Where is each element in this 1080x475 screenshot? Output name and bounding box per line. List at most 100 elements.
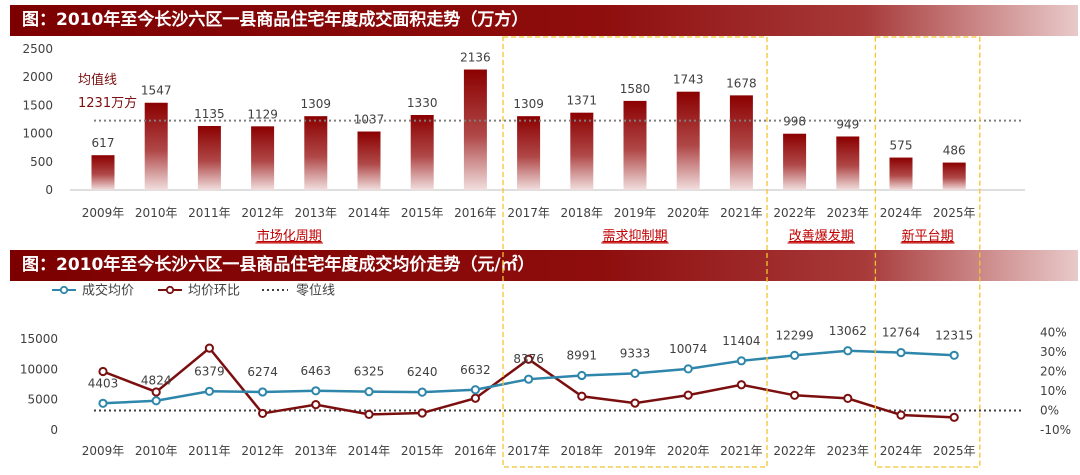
price-mom-point [98,366,108,377]
area-y-tick-label: 1000 [22,127,53,141]
area-bar-value-label: 1309 [301,97,332,111]
avg-price-point [417,387,427,397]
area-x-tick-label: 2022年 [773,206,816,220]
area-x-tick-label: 2010年 [135,206,178,220]
area-y-tick-label: 500 [30,155,53,169]
avg-price-point [98,398,108,408]
area-bar-value-label: 1580 [620,82,651,96]
area-bar [623,100,647,190]
area-bar-value-label: 575 [890,139,913,153]
area-bar-value-label: 617 [92,136,115,150]
price-x-tick-label: 2025年 [933,444,976,458]
area-bar-value-label: 1678 [726,76,757,90]
price-right-y-tick-label: 20% [1040,365,1067,379]
avg-price-value-label: 6632 [460,363,491,377]
price-x-tick-label: 2010年 [135,444,178,458]
avg-price-point [949,350,959,360]
area-bar [144,102,168,190]
legend-avg-price-marker [59,285,69,295]
price-x-tick-label: 2009年 [82,444,125,458]
price-mom-point [577,391,587,401]
avg-price-value-label: 9333 [620,346,651,360]
price-chart-title: 图：2010年至今长沙六区一县商品住宅年度成交均价走势（元/㎡） [22,255,535,275]
avg-price-value-label: 11404 [722,334,760,348]
price-right-y-tick-label: 40% [1040,326,1067,340]
area-bar [836,136,860,190]
area-x-tick-label: 2018年 [561,206,604,220]
area-bar [729,95,753,190]
price-right-y-tick-label: 0% [1040,404,1059,418]
area-bar-value-label: 1371 [567,94,598,108]
price-x-tick-label: 2011年 [188,444,231,458]
area-bar [410,114,434,190]
avg-price-point [311,386,321,396]
price-x-tick-label: 2018年 [561,444,604,458]
avg-price-point [843,346,853,356]
avg-price-point [790,350,800,360]
price-x-tick-label: 2023年 [827,444,870,458]
price-x-tick-label: 2015年 [401,444,444,458]
average-line-value-label: 1231万方 [78,95,137,111]
price-mom-point [151,387,161,397]
area-bar [676,91,700,190]
area-bar-value-label: 998 [783,115,806,129]
price-mom-point [470,393,480,403]
avg-price-point [151,396,161,406]
area-bar [889,157,913,190]
area-bar-value-label: 1743 [673,73,704,87]
price-x-tick-label: 2019年 [614,444,657,458]
area-x-tick-label: 2023年 [827,206,870,220]
area-bar-value-label: 1135 [194,107,225,121]
price-x-tick-label: 2013年 [295,444,338,458]
price-left-y-tick-label: 5000 [27,393,58,407]
avg-price-value-label: 4824 [141,374,172,388]
avg-price-point [470,385,480,395]
avg-price-value-label: 12315 [935,328,973,342]
price-mom-point [630,398,640,408]
price-mom-point [790,390,800,400]
area-x-tick-label: 2016年 [454,206,497,220]
area-x-tick-label: 2021年 [720,206,763,220]
avg-price-point [630,368,640,378]
avg-price-value-label: 6240 [407,365,438,379]
price-left-y-tick-label: 15000 [20,332,58,346]
price-left-y-tick-label: 0 [50,423,58,437]
price-mom-point [843,393,853,404]
price-x-tick-label: 2017年 [507,444,550,458]
price-x-tick-label: 2012年 [241,444,284,458]
area-x-tick-label: 2009年 [82,206,125,220]
avg-price-point [683,364,693,374]
area-y-tick-label: 2000 [22,70,53,84]
area-bar-value-label: 1547 [141,84,172,98]
area-bar [942,162,966,190]
period-label: 新平台期 [902,228,954,244]
price-x-tick-label: 2024年 [880,444,923,458]
period-label: 需求抑制期 [602,229,667,244]
avg-price-value-label: 6463 [301,364,332,378]
price-left-y-tick-label: 10000 [20,362,58,376]
area-y-tick-label: 1500 [22,98,53,112]
legend-avg-price-label: 成交均价 [82,283,134,299]
area-x-tick-label: 2017年 [507,206,550,220]
legend-price-mom-marker [165,285,175,295]
avg-price-value-label: 13062 [829,324,867,338]
area-bar [463,69,487,190]
area-bar [304,116,328,190]
avg-price-value-label: 10074 [669,342,707,356]
area-bar [91,155,115,190]
price-chart-title-banner: 图：2010年至今长沙六区一县商品住宅年度成交均价走势（元/㎡） [10,250,1078,281]
avg-price-point [896,347,906,358]
area-chart-title: 图：2010年至今长沙六区一县商品住宅年度成交面积走势（万方） [22,10,529,30]
avg-price-value-label: 8991 [567,348,598,362]
area-bar-value-label: 2136 [460,51,491,65]
avg-price-point [258,387,268,397]
area-x-tick-label: 2014年 [348,206,391,220]
legend-price-mom-label: 均价环比 [188,284,240,299]
area-bar [517,116,541,190]
price-x-tick-label: 2021年 [720,444,763,458]
avg-price-point [524,374,534,384]
area-bar [357,131,381,190]
area-bar [197,125,221,190]
